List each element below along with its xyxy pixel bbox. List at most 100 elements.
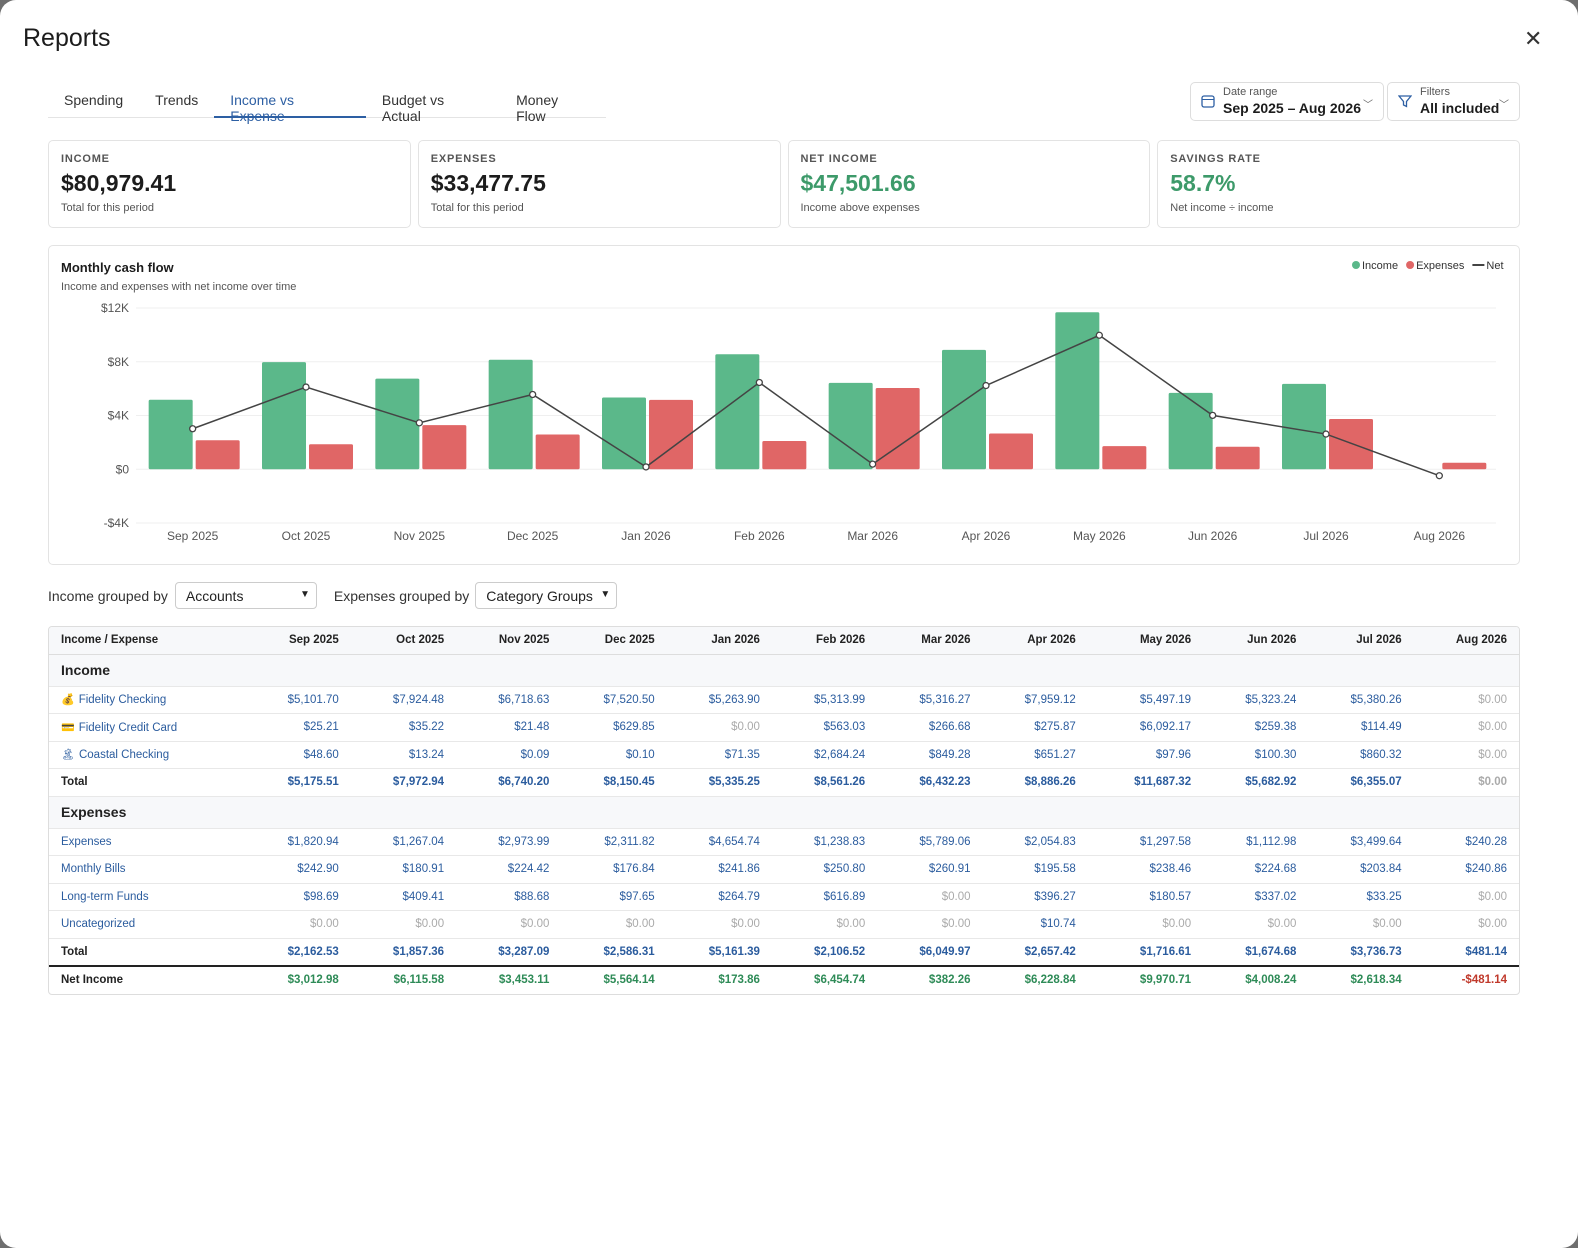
value-cell: $5,323.24: [1203, 686, 1309, 714]
row-label[interactable]: Monthly Bills: [49, 855, 246, 884]
value-cell: $10.74: [982, 910, 1088, 939]
value-cell: $9,970.71: [1087, 964, 1204, 994]
tab-bar: Spending Trends Income vs Expense Budget vs…: [48, 84, 606, 124]
value-cell: $849.28: [877, 741, 983, 769]
legend-label: Income: [1362, 260, 1398, 272]
value-cell: $3,499.64: [1308, 828, 1414, 856]
y-tick-label: -$4K: [104, 516, 129, 530]
net-point: [869, 460, 877, 468]
value-cell: $0.00: [1413, 768, 1519, 797]
row-label[interactable]: 🏝 Coastal Checking: [49, 741, 246, 769]
value-cell: $176.84: [561, 855, 667, 884]
value-cell: $203.84: [1308, 855, 1414, 884]
value-cell: $180.91: [350, 855, 457, 884]
data-row: Long-term Funds $98.69 $409.41 $88.68 $97.65…: [49, 883, 1519, 911]
bar: [262, 362, 306, 470]
bar: [422, 425, 467, 470]
net-point: [415, 419, 423, 427]
tab[interactable]: Money Flow: [516, 92, 559, 124]
filters-picker[interactable]: Filters All included ﹀: [1387, 82, 1520, 121]
summary-card: INCOME $80,979.41 Total for this period: [48, 140, 411, 228]
value-cell: $195.58: [982, 855, 1088, 884]
row-label[interactable]: Expenses: [49, 828, 246, 856]
data-row: Monthly Bills $242.90 $180.91 $224.42 $176.8…: [49, 855, 1519, 884]
bar: [942, 349, 986, 470]
x-tick-label: Jun 2026: [1188, 529, 1238, 543]
value-cell: $98.69: [245, 883, 351, 911]
modal-title: Reports: [23, 24, 111, 52]
value-cell: $2,054.83: [982, 828, 1088, 856]
value-cell: $0.00: [1413, 883, 1519, 911]
close-button[interactable]: ✕: [1524, 26, 1543, 51]
value-cell: $8,561.26: [771, 768, 878, 797]
row-name: Fidelity Credit Card: [78, 721, 178, 734]
row-label[interactable]: 💰 Fidelity Checking: [49, 686, 246, 714]
net-point: [189, 425, 197, 433]
value-cell: $2,973.99: [456, 828, 562, 856]
card-label: SAVINGS RATE: [1170, 153, 1261, 165]
row-icon: 💳: [61, 721, 75, 734]
x-tick-label: Sep 2025: [167, 529, 219, 543]
tab[interactable]: Trends: [155, 92, 199, 108]
x-tick-label: Oct 2025: [282, 529, 331, 543]
column-header: Mar 2026: [877, 627, 983, 655]
value-cell: $241.86: [666, 855, 772, 884]
expense-group-label: Expenses grouped by: [333, 587, 470, 604]
tab[interactable]: Budget vs Actual: [381, 92, 445, 124]
net-point: [982, 381, 990, 390]
bar: [602, 397, 646, 470]
value-cell: $1,674.68: [1203, 937, 1309, 966]
row-name: Expenses: [61, 835, 112, 848]
date-range-picker[interactable]: Date range Sep 2025 – Aug 2026 ﹀: [1190, 82, 1384, 121]
value-cell: $1,820.94: [245, 828, 351, 856]
row-label[interactable]: Long-term Funds: [49, 883, 246, 911]
filters-value: All included: [1420, 100, 1500, 116]
value-cell: $0.00: [1413, 686, 1519, 714]
net-point: [1435, 472, 1443, 480]
value-cell: $0.00: [877, 883, 983, 911]
value-cell: $0.10: [561, 741, 667, 769]
value-cell: $629.85: [561, 713, 667, 742]
net-point: [529, 390, 537, 399]
data-row: Uncategorized $0.00 $0.00 $0.00 $0.00 $0.00 $0…: [49, 910, 1519, 939]
value-cell: $238.46: [1087, 855, 1204, 884]
value-cell: $3,736.73: [1308, 937, 1414, 966]
expense-group-select[interactable]: Category Groups ▼: [475, 582, 618, 609]
summary-card: NET INCOME $47,501.66 Income above expense…: [787, 140, 1151, 228]
value-cell: $2,311.82: [561, 828, 667, 856]
select-value: Category Groups: [486, 588, 593, 604]
value-cell: $0.00: [456, 910, 562, 939]
chart-title: Monthly cash flow: [61, 260, 175, 275]
tab[interactable]: Spending: [64, 92, 124, 108]
income-group-select[interactable]: Accounts ▼: [174, 582, 317, 609]
value-cell: $563.03: [771, 713, 878, 742]
value-cell: $5,380.26: [1308, 686, 1414, 714]
value-cell: $5,263.90: [666, 686, 772, 714]
header-row: Income / Expense Sep 2025 Oct 2025 Nov 2025…: [49, 627, 1519, 655]
grouping-bar: Income grouped by Accounts ▼ Expenses gro…: [48, 582, 634, 609]
value-cell: $1,267.04: [350, 828, 457, 856]
value-cell: $242.90: [245, 855, 351, 884]
data-row: 💰 Fidelity Checking $5,101.70 $7,924.48 $6,7…: [49, 686, 1519, 714]
legend-label: Net: [1486, 260, 1503, 272]
total-row: Total $2,162.53 $1,857.36 $3,287.09 $2,586.3…: [49, 937, 1519, 966]
value-cell: $180.57: [1087, 883, 1204, 911]
value-cell: $0.00: [877, 910, 983, 939]
row-label[interactable]: 💳 Fidelity Credit Card: [49, 713, 246, 742]
bar: [1102, 446, 1147, 470]
net-point: [1209, 411, 1217, 420]
y-tick-label: $0: [116, 462, 130, 476]
column-header: Apr 2026: [982, 627, 1088, 655]
value-cell: $3,453.11: [456, 964, 562, 994]
value-cell: $0.00: [350, 910, 457, 939]
value-cell: $0.09: [456, 741, 562, 769]
value-cell: $0.00: [666, 910, 772, 939]
tab[interactable]: Income vs Expense: [214, 84, 366, 124]
value-cell: $651.27: [982, 741, 1088, 769]
table: Income / Expense Sep 2025 Oct 2025 Nov 2025…: [49, 627, 1519, 994]
row-label[interactable]: Uncategorized: [49, 910, 246, 939]
value-cell: $6,115.58: [350, 964, 457, 994]
value-cell: $5,313.99: [771, 686, 878, 714]
total-label: Total: [49, 937, 246, 966]
value-cell: $0.00: [771, 910, 878, 939]
